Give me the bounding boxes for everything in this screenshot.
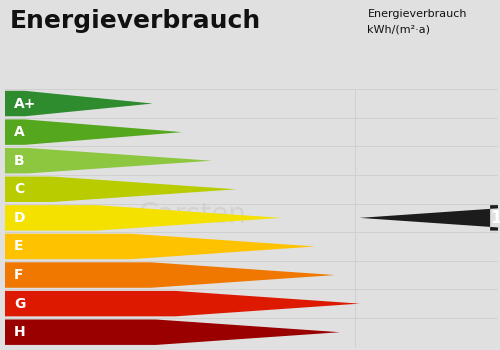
Polygon shape [360, 205, 500, 231]
Text: 149,00: 149,00 [490, 209, 500, 227]
Polygon shape [5, 119, 182, 145]
Text: kWh/(m²·a): kWh/(m²·a) [368, 25, 430, 35]
Polygon shape [5, 234, 316, 259]
Text: G: G [14, 297, 25, 311]
Text: Energieverbrauch: Energieverbrauch [10, 9, 261, 33]
Text: A: A [14, 125, 24, 139]
Text: Energieverbrauch: Energieverbrauch [368, 9, 467, 19]
Text: A+: A+ [14, 97, 36, 111]
Polygon shape [5, 291, 360, 316]
Text: B: B [14, 154, 24, 168]
Polygon shape [5, 320, 340, 345]
Polygon shape [5, 205, 281, 231]
Polygon shape [5, 91, 153, 116]
Polygon shape [5, 176, 236, 202]
Text: F: F [14, 268, 24, 282]
Text: E: E [14, 239, 24, 253]
Text: C: C [14, 182, 24, 196]
Text: H: H [14, 325, 26, 339]
Text: Carsten: Carsten [138, 201, 246, 229]
Text: D: D [14, 211, 26, 225]
Polygon shape [5, 262, 335, 288]
Polygon shape [5, 148, 212, 174]
